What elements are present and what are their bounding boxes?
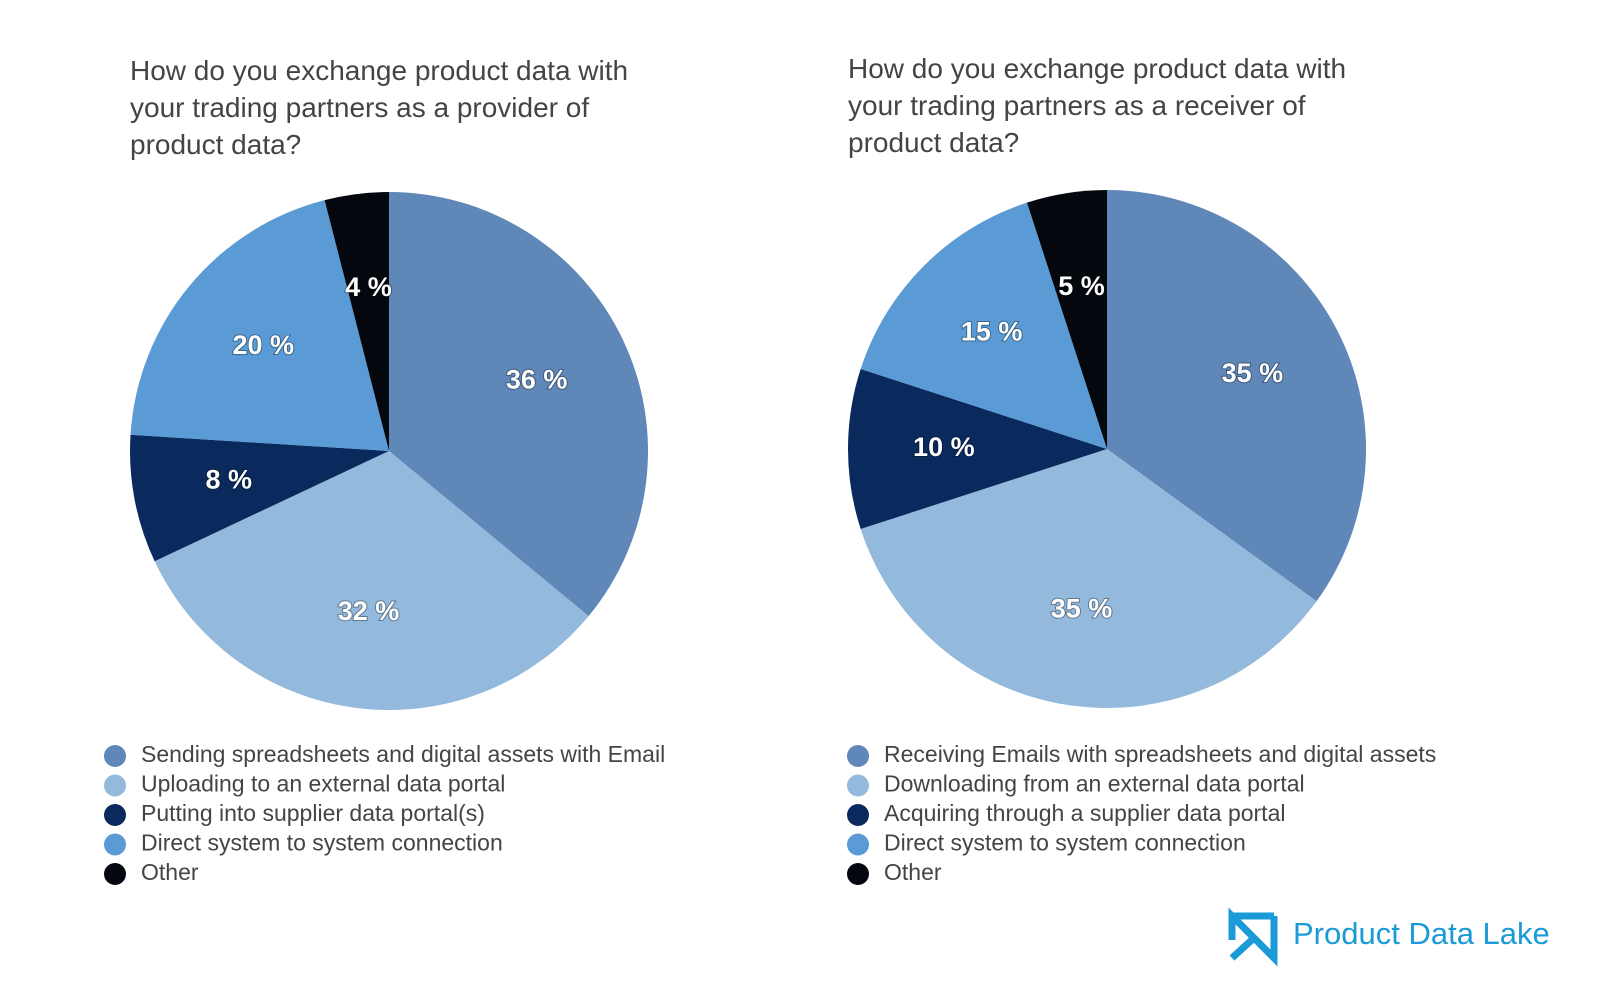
pie-slice [129,434,389,562]
pie-slice [324,192,389,451]
data-label: 35 % [1051,593,1113,623]
legend-label: Sending spreadsheets and digital assets … [141,741,665,767]
chart-title: How do you exchange product data with yo… [130,55,629,160]
data-label: 35 % [1222,358,1284,388]
logo-text: Product Data Lake [1293,916,1550,951]
data-label: 8 % [205,465,252,495]
pie-slice [154,451,589,711]
pie-slice [1107,190,1366,602]
legend-marker [847,863,869,885]
legend-label: Downloading from an external data portal [884,771,1305,797]
pie-slice [848,368,1107,530]
legend-label: Other [141,859,199,885]
pie-slice [860,449,1317,708]
legend-marker [847,833,869,856]
legend-marker [104,745,126,767]
legend-marker [847,745,869,767]
logo-icon [1228,907,1278,967]
pie-slice [130,200,389,451]
data-label: 10 % [913,432,975,462]
data-label: 5 % [1058,271,1105,301]
legend-label: Putting into supplier data portal(s) [141,800,485,826]
legend-marker [847,804,869,826]
legend-marker [104,774,126,797]
data-label: 15 % [961,317,1023,347]
chart-title: How do you exchange product data with yo… [848,53,1347,158]
legend-label: Uploading to an external data portal [141,771,505,797]
data-label: 32 % [338,596,400,626]
legend-label: Acquiring through a supplier data portal [884,800,1285,826]
legend-label: Receiving Emails with spreadsheets and d… [884,741,1436,767]
legend-marker [104,804,126,826]
data-label: 20 % [233,330,295,360]
pie-slice [860,202,1107,449]
legend-label: Other [884,859,942,885]
data-label: 4 % [345,272,392,302]
pie-slice [1026,190,1107,449]
legend-marker [104,833,126,856]
legend-marker [104,863,126,885]
legend-label: Direct system to system connection [884,830,1246,856]
legend-marker [847,774,869,797]
pie-slice [389,192,648,617]
data-label: 36 % [506,365,568,395]
legend-label: Direct system to system connection [141,830,503,856]
